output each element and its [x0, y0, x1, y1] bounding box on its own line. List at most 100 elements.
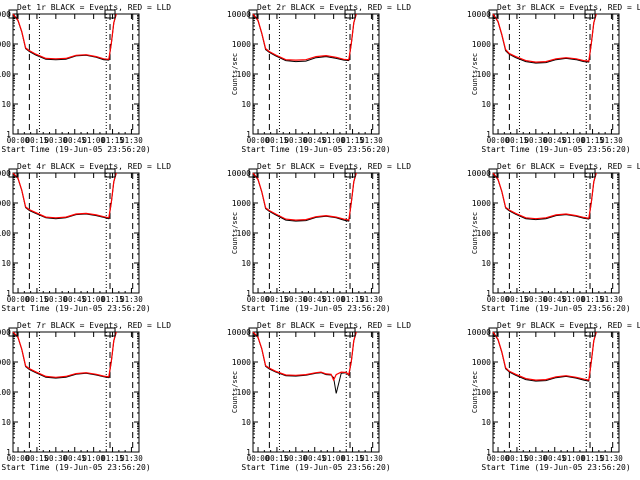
y-tick-label: 1	[486, 448, 491, 457]
x-tick-label: 00:00	[247, 136, 270, 145]
x-tick-label: 01:30	[600, 454, 623, 463]
corner-marker	[8, 168, 18, 178]
panel-title: Det 9r BLACK = Events, RED = LLD	[497, 321, 640, 330]
x-tick-label: 00:15	[506, 454, 529, 463]
corner-marker	[488, 327, 498, 337]
panel-title: Det 7r BLACK = Events, RED = LLD	[17, 321, 171, 330]
y-axis-label: Counts/sec	[231, 212, 239, 254]
y-tick-label: 10000	[227, 328, 251, 337]
x-tick-label: 00:00	[7, 295, 30, 304]
axes-frame	[252, 331, 380, 453]
y-tick-label: 10000	[0, 10, 11, 19]
y-tick-label: 1000	[472, 199, 491, 208]
x-tick-label: 00:45	[63, 454, 86, 463]
x-axis-label: Start Time (19-Jun-05 23:56:20)	[1, 145, 150, 154]
x-tick-label: 01:30	[120, 136, 143, 145]
series-line-events	[252, 172, 357, 222]
panel-title: Det 3r BLACK = Events, RED = LLD	[497, 3, 640, 12]
y-axis-label: Counts/sec	[471, 371, 479, 413]
corner-marker	[8, 9, 18, 19]
y-tick-label: 10000	[0, 328, 11, 337]
panel-title: Det 8r BLACK = Events, RED = LLD	[257, 321, 411, 330]
x-tick-label: 00:30	[525, 136, 548, 145]
x-axis-label: Start Time (19-Jun-05 23:56:20)	[1, 463, 150, 472]
x-tick-label: 00:15	[26, 295, 49, 304]
y-axis-label: Counts/sec	[471, 212, 479, 254]
y-tick-label: 100	[477, 388, 492, 397]
x-tick-label: 00:15	[266, 454, 289, 463]
x-tick-label: 00:45	[63, 136, 86, 145]
y-tick-label: 10000	[227, 10, 251, 19]
corner-marker	[104, 168, 116, 178]
x-tick-label: 01:30	[600, 295, 623, 304]
y-tick-label: 10	[481, 418, 491, 427]
x-tick-label: 01:30	[360, 136, 383, 145]
x-tick-label: 00:45	[303, 295, 326, 304]
y-tick-label: 10	[241, 418, 251, 427]
x-tick-label: 00:45	[63, 295, 86, 304]
corner-marker	[584, 327, 596, 337]
corner-marker	[104, 9, 116, 19]
series-line-lld	[12, 13, 117, 60]
panel-det-5: Det 5r BLACK = Events, RED = LLD 1 10 100 10…	[227, 162, 411, 313]
x-axis-label: Start Time (19-Jun-05 23:56:20)	[481, 145, 630, 154]
y-tick-label: 10000	[467, 169, 491, 178]
x-tick-label: 01:15	[101, 136, 124, 145]
x-tick-label: 01:00	[322, 295, 345, 304]
x-tick-label: 00:15	[266, 295, 289, 304]
x-tick-label: 01:00	[82, 295, 105, 304]
x-tick-label: 00:00	[247, 295, 270, 304]
corner-marker	[584, 168, 596, 178]
x-tick-label: 01:15	[341, 295, 364, 304]
panel-title: Det 6r BLACK = Events, RED = LLD	[497, 162, 640, 171]
y-tick-label: 100	[237, 229, 252, 238]
x-tick-label: 00:30	[285, 136, 308, 145]
y-tick-label: 1	[6, 448, 11, 457]
y-tick-label: 10	[1, 100, 11, 109]
x-tick-label: 01:15	[581, 295, 604, 304]
x-tick-label: 01:15	[101, 295, 124, 304]
series-line-lld	[492, 331, 597, 381]
panel-title: Det 1r BLACK = Events, RED = LLD	[17, 3, 171, 12]
panel-det-9: Det 9r BLACK = Events, RED = LLD 1 10 100 10…	[467, 321, 640, 472]
y-tick-label: 1000	[0, 358, 11, 367]
x-axis-label: Start Time (19-Jun-05 23:56:20)	[241, 304, 390, 313]
y-tick-label: 1000	[472, 40, 491, 49]
series-line-lld	[252, 13, 357, 61]
y-tick-label: 10	[1, 259, 11, 268]
x-tick-label: 01:15	[581, 136, 604, 145]
x-tick-label: 00:30	[525, 454, 548, 463]
y-tick-label: 100	[477, 229, 492, 238]
y-tick-label: 1000	[232, 358, 251, 367]
panel-det-2: Det 2r BLACK = Events, RED = LLD 1 10 100 10…	[227, 3, 411, 154]
y-tick-label: 100	[237, 70, 252, 79]
corner-marker	[584, 9, 596, 19]
x-tick-label: 00:00	[487, 295, 510, 304]
x-tick-label: 00:45	[543, 454, 566, 463]
x-tick-label: 01:00	[562, 295, 585, 304]
series-line-events	[12, 172, 117, 220]
x-tick-label: 00:30	[45, 136, 68, 145]
x-tick-label: 01:30	[360, 295, 383, 304]
y-tick-label: 1000	[472, 358, 491, 367]
corner-marker	[488, 9, 498, 19]
x-axis-label: Start Time (19-Jun-05 23:56:20)	[241, 463, 390, 472]
axes-frame	[492, 172, 620, 294]
panel-det-3: Det 3r BLACK = Events, RED = LLD 1 10 100 10…	[467, 3, 640, 154]
series-line-events	[252, 13, 357, 63]
panel-det-8: Det 8r BLACK = Events, RED = LLD 1 10 100 10…	[227, 321, 411, 472]
x-tick-label: 00:15	[266, 136, 289, 145]
x-tick-label: 01:00	[562, 136, 585, 145]
y-tick-label: 1	[6, 289, 11, 298]
axes-frame	[252, 13, 380, 135]
y-tick-label: 10	[481, 100, 491, 109]
y-tick-label: 10000	[227, 169, 251, 178]
x-tick-label: 00:45	[303, 454, 326, 463]
y-axis-label: Counts/sec	[231, 53, 239, 95]
x-tick-label: 01:00	[82, 454, 105, 463]
x-tick-label: 01:30	[120, 454, 143, 463]
corner-marker	[344, 168, 356, 178]
axes-frame	[492, 331, 620, 453]
y-tick-label: 1	[486, 289, 491, 298]
